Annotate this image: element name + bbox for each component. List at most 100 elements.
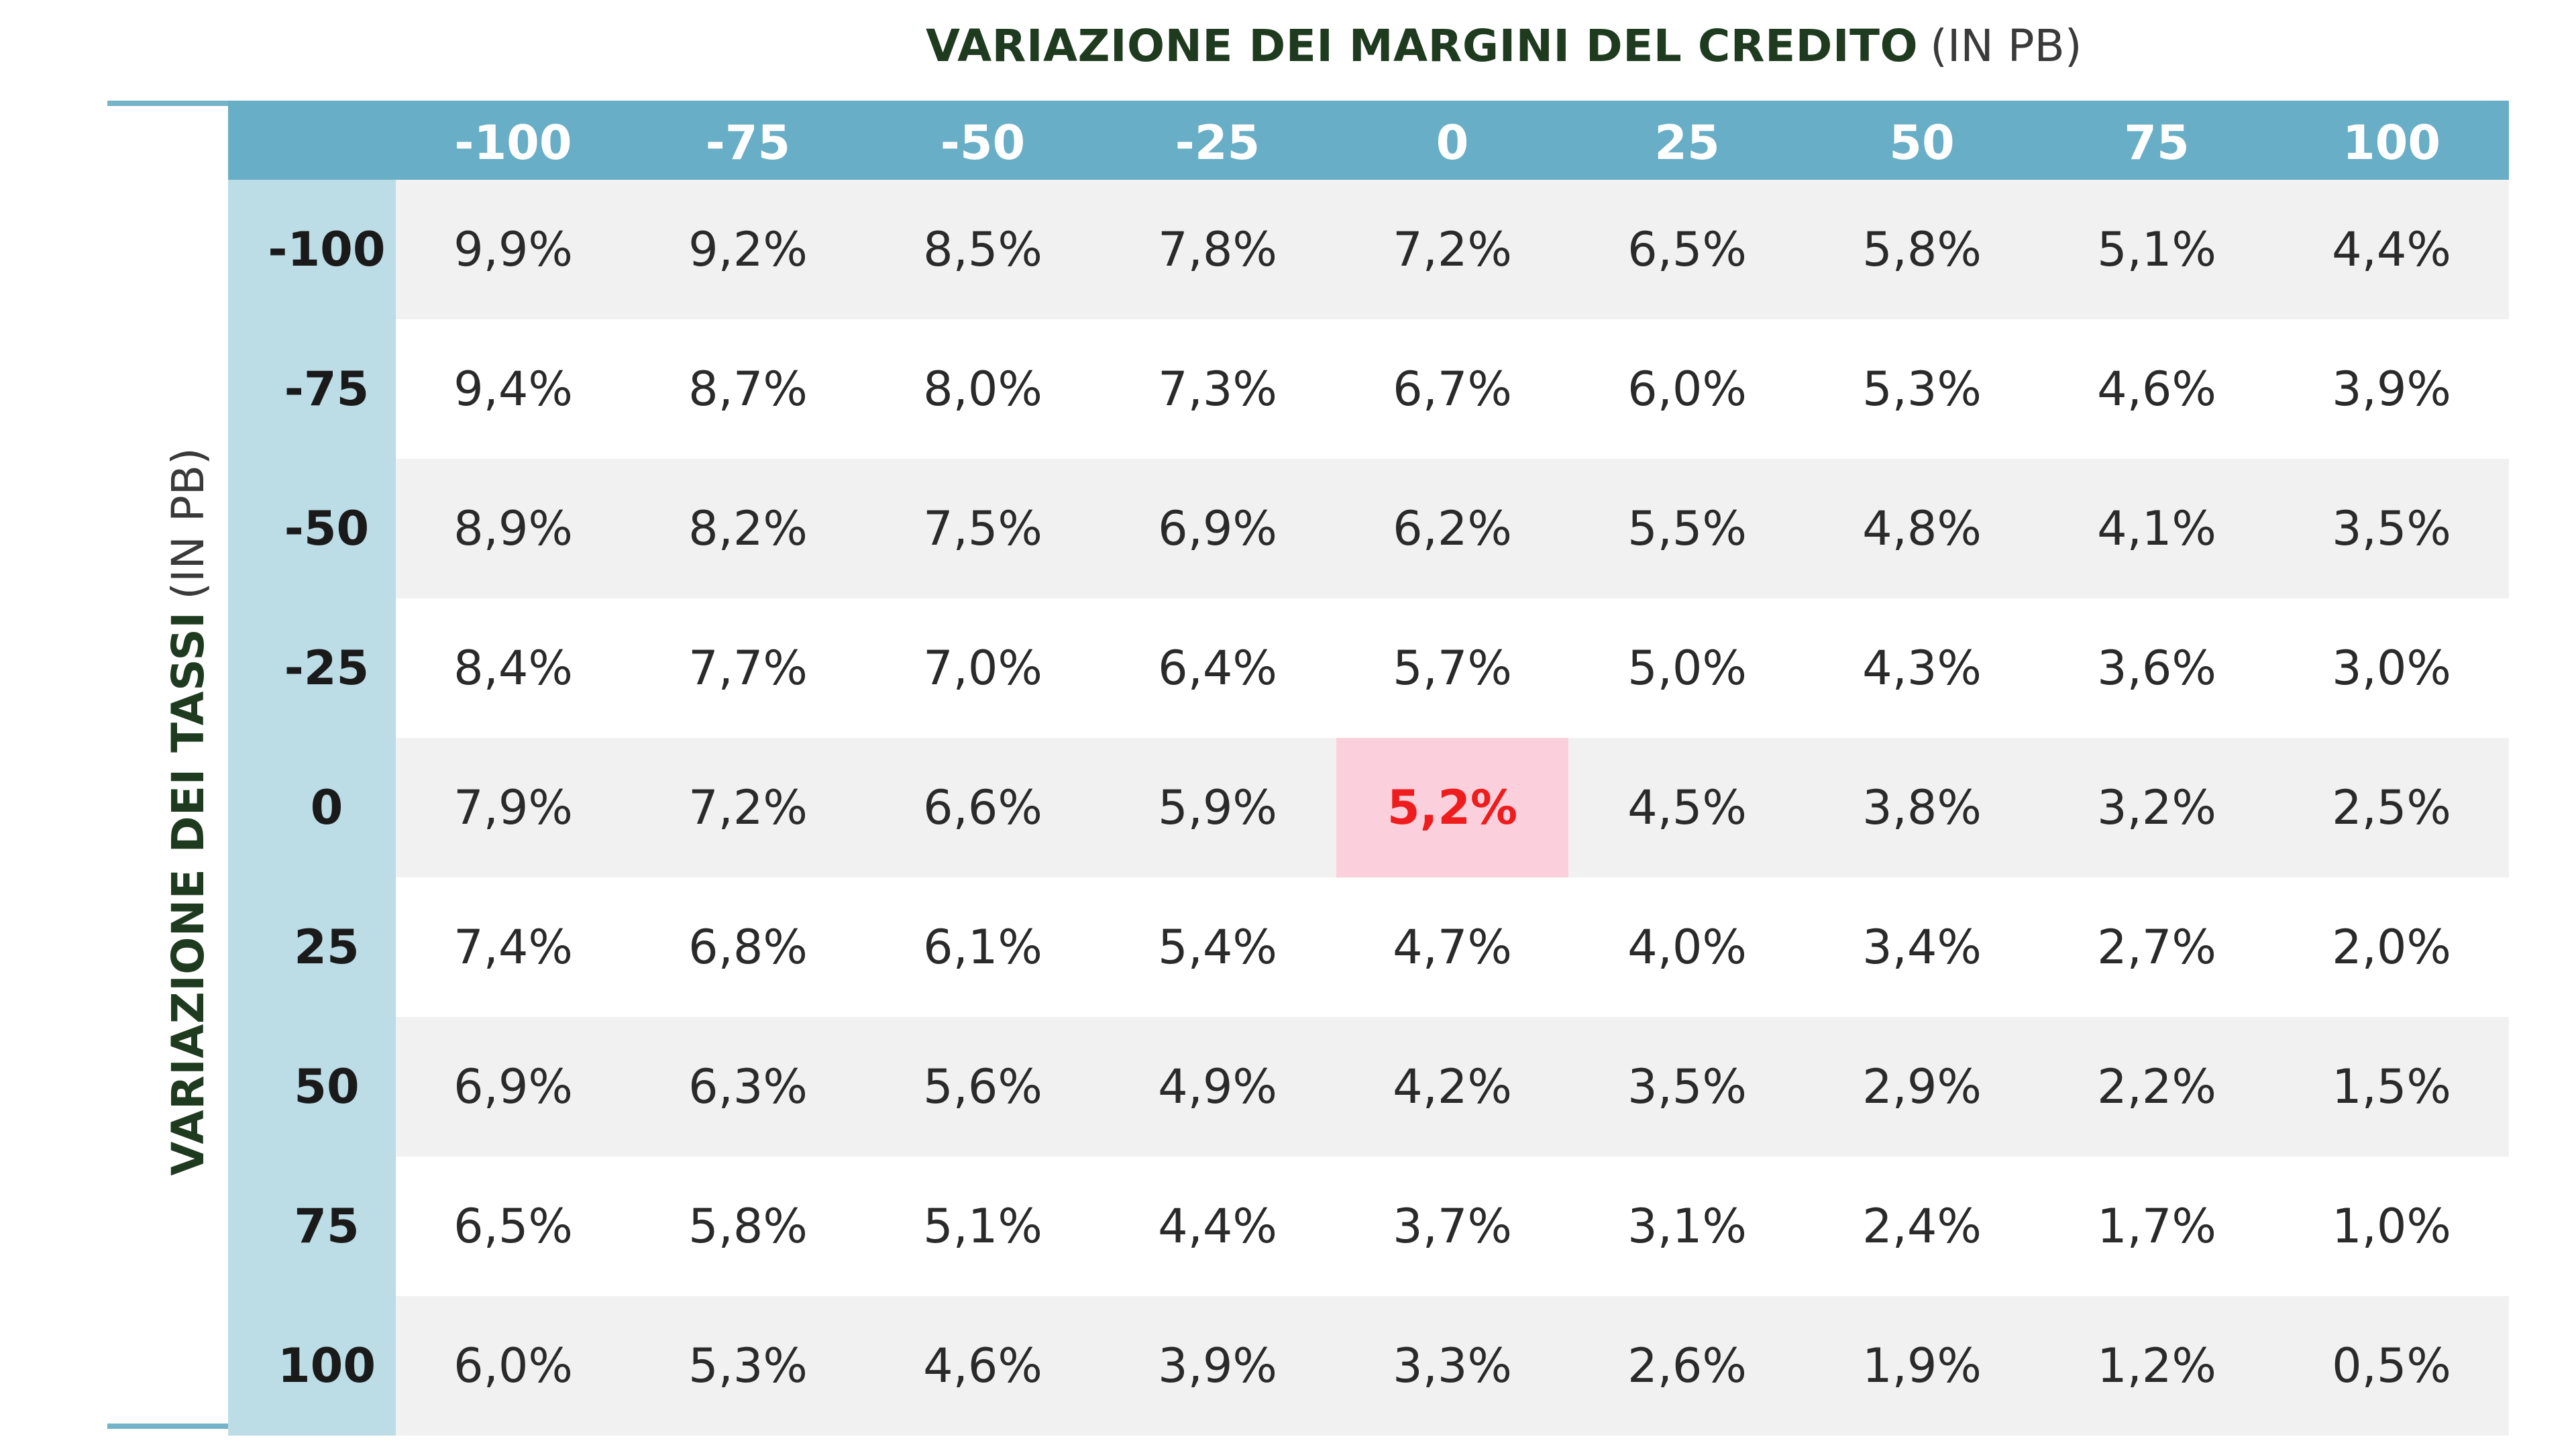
column-header-label: -75 [706, 115, 790, 170]
table-cell-value: 7,8% [1158, 222, 1277, 277]
table-cell-value: 4,8% [1862, 501, 1982, 556]
table-cell-value: 5,8% [688, 1199, 808, 1254]
table-row-background [396, 1017, 2509, 1157]
table-cell-value: 9,9% [453, 222, 573, 277]
table-cell-value: 2,9% [1862, 1059, 1982, 1114]
table-cell-value: 6,9% [453, 1059, 573, 1114]
table-cell-value: 6,8% [688, 920, 808, 975]
table-cell-value: 3,8% [1862, 780, 1982, 835]
table-cell-value: 3,0% [2332, 641, 2451, 696]
table-cell-value: 6,5% [1627, 222, 1747, 277]
table-cell-value: 7,9% [453, 780, 573, 835]
row-header-label: 100 [278, 1338, 376, 1393]
table-cell-value: 3,2% [2097, 780, 2216, 835]
table-row-background [396, 598, 2509, 738]
row-header-label: 75 [294, 1199, 359, 1254]
table-cell-value: 3,7% [1393, 1199, 1512, 1254]
table-cell-value: 7,7% [688, 641, 808, 696]
table-cell-value: 4,4% [2332, 222, 2451, 277]
table-cell-value: 4,6% [923, 1338, 1042, 1393]
table-cell-value: 5,3% [1862, 362, 1982, 417]
table-cell-value: 0,5% [2332, 1338, 2451, 1393]
table-cell-value: 6,2% [1393, 501, 1512, 556]
column-header-label: 50 [1889, 115, 1954, 170]
column-axis-title-unit: (IN PB) [1930, 19, 2082, 72]
table-cell-value: 6,9% [1158, 501, 1277, 556]
table-cell-value: 5,0% [1627, 641, 1747, 696]
row-header-label: 50 [294, 1059, 359, 1114]
column-header-label: -25 [1175, 115, 1260, 170]
column-header-band [228, 101, 2509, 180]
table-cell-value: 7,0% [923, 641, 1042, 696]
table-cell-value: 7,4% [453, 920, 573, 975]
table-cell-value: 5,4% [1158, 920, 1277, 975]
table-cell-value: 6,0% [453, 1338, 573, 1393]
table-cell-value: 4,9% [1158, 1059, 1277, 1114]
row-header-label: 0 [311, 780, 343, 835]
table-cell-value: 6,4% [1158, 641, 1277, 696]
table-cell-value: 4,1% [2097, 501, 2216, 556]
table-cell-value: 3,4% [1862, 920, 1982, 975]
table-cell-value: 7,5% [923, 501, 1042, 556]
table-cell-value: 4,3% [1862, 641, 1982, 696]
table-cell-value: 1,7% [2097, 1199, 2216, 1254]
table-row-background [396, 459, 2509, 598]
table-cell-value: 3,9% [2332, 362, 2451, 417]
table-cell-value: 2,4% [1862, 1199, 1982, 1254]
table-cell-value: 4,6% [2097, 362, 2216, 417]
table-cell-value: 8,2% [688, 501, 808, 556]
table-cell-value: 2,0% [2332, 920, 2451, 975]
table-cell-value: 4,2% [1393, 1059, 1512, 1114]
column-header-label: 0 [1436, 115, 1469, 170]
table-cell-value: 7,2% [1393, 222, 1512, 277]
table-cell-value: 7,2% [688, 780, 808, 835]
table-cell-value: 3,5% [2332, 501, 2451, 556]
table-cell-value: 4,7% [1393, 920, 1512, 975]
table-cell-value: 5,5% [1627, 501, 1747, 556]
table-cell-value: 1,5% [2332, 1059, 2451, 1114]
highlight-cell-background [1336, 738, 1568, 877]
row-header-label: -100 [268, 222, 385, 277]
column-header-label: -100 [454, 115, 572, 170]
row-header-label: -25 [284, 641, 369, 696]
table-row-background [396, 319, 2509, 459]
table-cell-value: 6,0% [1627, 362, 1747, 417]
table-row-background [396, 180, 2509, 319]
table-cell-value: 5,6% [923, 1059, 1042, 1114]
table-cell-value: 6,6% [923, 780, 1042, 835]
row-header-column [228, 180, 396, 1436]
table-row-background [396, 1296, 2509, 1436]
table-cell-value: 8,5% [923, 222, 1042, 277]
table-cell-value: 3,5% [1627, 1059, 1747, 1114]
table-cell-value: 4,4% [1158, 1199, 1277, 1254]
table-cell-value: 9,2% [688, 222, 808, 277]
column-header-label: 100 [2343, 115, 2440, 170]
column-header-label: 75 [2124, 115, 2189, 170]
table-cell-value: 9,4% [453, 362, 573, 417]
column-axis-title-main: VARIAZIONE DEI MARGINI DEL CREDITO [926, 19, 1919, 72]
table-cell-value: 3,1% [1627, 1199, 1747, 1254]
table-cell-value: 6,5% [453, 1199, 573, 1254]
table-cell-value: 8,9% [453, 501, 573, 556]
table-cell-value: 1,9% [1862, 1338, 1982, 1393]
table-cell-value: 2,6% [1627, 1338, 1747, 1393]
row-header-label: -50 [284, 501, 369, 556]
table-cell-value: 5,1% [2097, 222, 2216, 277]
table-row-background [396, 1157, 2509, 1296]
row-header-label: 25 [294, 920, 359, 975]
table-cell-value: 5,3% [688, 1338, 808, 1393]
table-cell-value: 3,3% [1393, 1338, 1512, 1393]
column-header-label: -50 [941, 115, 1025, 170]
table-cell-value: 2,5% [2332, 780, 2451, 835]
table-cell-value: 5,7% [1393, 641, 1512, 696]
table-cell-value: 3,6% [2097, 641, 2216, 696]
table-cell-value: 2,2% [2097, 1059, 2216, 1114]
table-cell-value: 8,7% [688, 362, 808, 417]
table-cell-value: 2,7% [2097, 920, 2216, 975]
table-cell-value: 6,7% [1393, 362, 1512, 417]
column-header-label: 25 [1654, 115, 1719, 170]
table-cell-value: 8,4% [453, 641, 573, 696]
top-rule [107, 101, 228, 106]
table-cell-value: 1,0% [2332, 1199, 2451, 1254]
